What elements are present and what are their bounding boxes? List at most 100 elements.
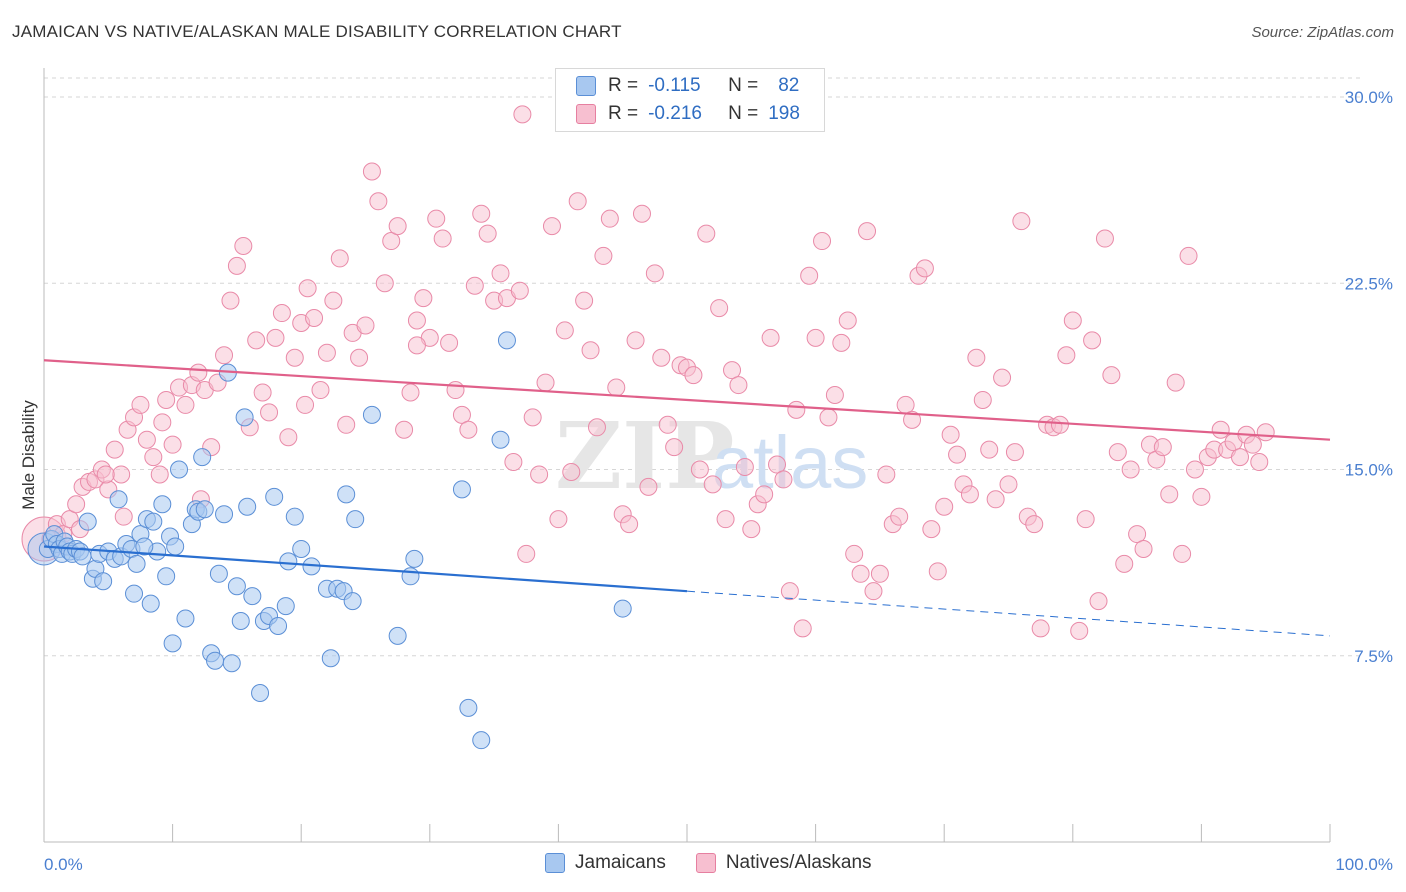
native-point	[993, 368, 1012, 387]
native-trend-line	[43, 359, 1331, 441]
native-point	[1089, 592, 1108, 611]
native-point	[513, 105, 532, 124]
native-point	[1121, 460, 1140, 479]
native-point	[414, 289, 433, 308]
native-point	[626, 331, 645, 350]
native-point	[1256, 423, 1275, 442]
native-point	[800, 266, 819, 285]
jamaican-point	[209, 564, 228, 583]
native-point	[407, 311, 426, 330]
native-point	[388, 217, 407, 236]
native-point	[1185, 460, 1204, 479]
native-point	[1160, 485, 1179, 504]
native-point	[395, 420, 414, 439]
native-point	[768, 455, 787, 474]
jamaican-trend-extension	[686, 590, 1331, 637]
native-point	[1173, 544, 1192, 563]
native-point	[877, 465, 896, 484]
native-point	[607, 378, 626, 397]
bottom-legend-jamaicans[interactable]: Jamaicans	[545, 852, 666, 874]
native-point	[356, 316, 375, 335]
native-point	[915, 259, 934, 278]
native-point	[137, 430, 156, 449]
native-point	[562, 462, 581, 481]
jamaican-point	[127, 554, 146, 573]
bottom-legend-natives[interactable]: Natives/Alaskans	[695, 852, 872, 874]
native-point	[163, 435, 182, 454]
native-point	[935, 497, 954, 516]
native-point	[787, 400, 806, 419]
native-point	[1070, 621, 1089, 640]
jamaican-point	[78, 512, 97, 531]
native-point	[1005, 443, 1024, 462]
native-point	[1250, 453, 1269, 472]
jamaican-point	[269, 616, 288, 635]
jamaican-point	[401, 567, 420, 586]
native-point	[549, 510, 568, 529]
native-point	[272, 304, 291, 323]
native-point	[632, 204, 651, 223]
native-point	[697, 224, 716, 243]
legend-row-jamaicans: R = -0.115 N = 82	[576, 74, 799, 98]
native-point	[446, 381, 465, 400]
axes	[43, 68, 1331, 843]
native-point	[594, 246, 613, 265]
native-point	[407, 336, 426, 355]
native-point	[1153, 438, 1172, 457]
legend-n-label: N =	[728, 103, 759, 124]
native-points	[21, 105, 1275, 640]
jamaican-point	[292, 539, 311, 558]
native-point	[922, 520, 941, 539]
native-point	[234, 237, 253, 255]
native-point	[221, 291, 240, 310]
native-point	[440, 333, 459, 352]
native-point	[279, 428, 298, 447]
jamaican-point	[166, 537, 185, 556]
native-point	[1057, 346, 1076, 365]
native-point	[260, 403, 279, 422]
jamaican-point	[405, 549, 424, 568]
native-point	[819, 408, 838, 427]
native-point	[305, 309, 324, 328]
native-point	[510, 281, 529, 300]
native-point	[999, 475, 1018, 494]
native-point	[851, 564, 870, 583]
legend-r-label: R =	[608, 75, 639, 96]
native-point	[150, 465, 169, 484]
x-tick-label: 100.0%	[1335, 855, 1393, 874]
legend-n-value: 82	[778, 75, 800, 96]
native-point	[1083, 331, 1102, 350]
native-point	[427, 209, 446, 228]
native-point	[658, 415, 677, 434]
jamaican-point	[206, 651, 225, 670]
x-tick-label: 0.0%	[44, 855, 83, 874]
native-point	[742, 520, 761, 539]
native-point	[948, 445, 967, 464]
native-point	[298, 279, 317, 298]
tick-labels: 7.5% 15.0% 22.5% 30.0% 0.0% 100.0%	[44, 88, 1393, 874]
jamaican-point	[459, 698, 478, 717]
jamaican-point	[279, 552, 298, 571]
native-point	[870, 564, 889, 583]
native-point	[1134, 539, 1153, 558]
native-point	[67, 495, 86, 514]
jamaican-point	[343, 592, 362, 611]
native-point	[967, 348, 986, 367]
native-point	[890, 507, 909, 526]
y-tick-label: 7.5%	[1354, 647, 1393, 666]
native-point	[1076, 510, 1095, 529]
legend: R = -0.115 N = 82 R = -0.216 N = 198	[555, 68, 825, 132]
jamaican-point	[497, 331, 516, 350]
bottom-legend-label-natives: Natives/Alaskans	[725, 852, 872, 873]
native-point	[176, 395, 195, 414]
jamaican-point	[141, 594, 160, 613]
y-tick-label: 30.0%	[1345, 88, 1393, 107]
native-point	[362, 162, 381, 181]
watermark-atlas: atlas	[712, 421, 868, 504]
legend-swatch-natives	[576, 104, 596, 124]
native-point	[465, 276, 484, 295]
native-point	[1211, 420, 1230, 439]
native-point	[401, 383, 420, 402]
bottom-legend-label-jamaicans: Jamaicans	[575, 852, 666, 873]
jamaican-point	[157, 567, 176, 586]
